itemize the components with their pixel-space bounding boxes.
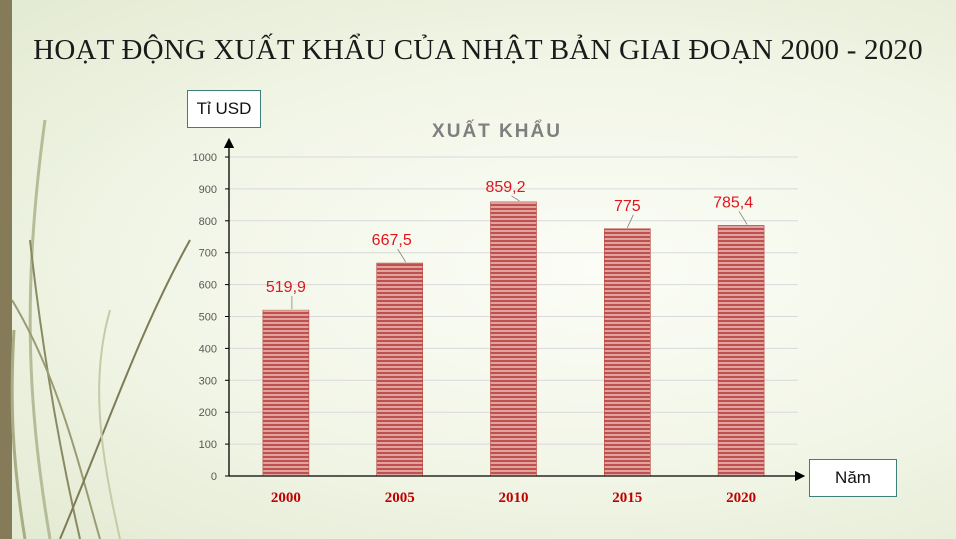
y-tick-label: 100: [199, 439, 217, 451]
data-label-2005: 667,5: [372, 232, 412, 249]
data-label-leader: [397, 248, 407, 263]
y-tick-label: 0: [211, 471, 217, 483]
bar-2005: [376, 262, 424, 477]
data-label-leader: [738, 211, 748, 225]
y-tick-label: 500: [199, 312, 217, 324]
y-tick-label: 900: [199, 184, 217, 196]
y-tick-label: 700: [199, 248, 217, 260]
bar-2020: [717, 225, 765, 477]
data-label-2015: 775: [614, 198, 641, 215]
y-tick-label: 200: [199, 407, 217, 419]
bar-2015: [603, 228, 651, 477]
y-tick-label: 800: [199, 216, 217, 228]
y-axis-label: Tỉ USD: [187, 90, 261, 128]
bar-2000: [262, 309, 310, 477]
y-tick-label: 600: [199, 280, 217, 292]
y-tick-label: 300: [199, 375, 217, 387]
data-label-2020: 785,4: [713, 194, 753, 211]
data-label-2000: 519,9: [266, 279, 306, 296]
x-category-label-2020: 2020: [726, 490, 756, 506]
left-accent-bar: [0, 0, 12, 539]
data-label-leader: [511, 195, 520, 202]
x-category-label-2015: 2015: [612, 490, 642, 506]
data-label-2010: 859,2: [485, 179, 525, 196]
chart-title: XUẤT KHẨU: [432, 120, 562, 142]
data-label-leader: [626, 214, 634, 228]
x-axis-label: Năm: [809, 459, 897, 497]
slide-title: HOẠT ĐỘNG XUẤT KHẨU CỦA NHẬT BẢN GIAI ĐO…: [33, 34, 923, 66]
x-category-label-2010: 2010: [499, 490, 529, 506]
y-tick-label: 400: [199, 343, 217, 355]
decorative-fronds: [10, 119, 191, 539]
y-tick-label: 1000: [193, 152, 217, 164]
bar-2010: [490, 201, 537, 477]
x-category-label-2000: 2000: [271, 490, 301, 506]
x-category-label-2005: 2005: [385, 490, 415, 506]
